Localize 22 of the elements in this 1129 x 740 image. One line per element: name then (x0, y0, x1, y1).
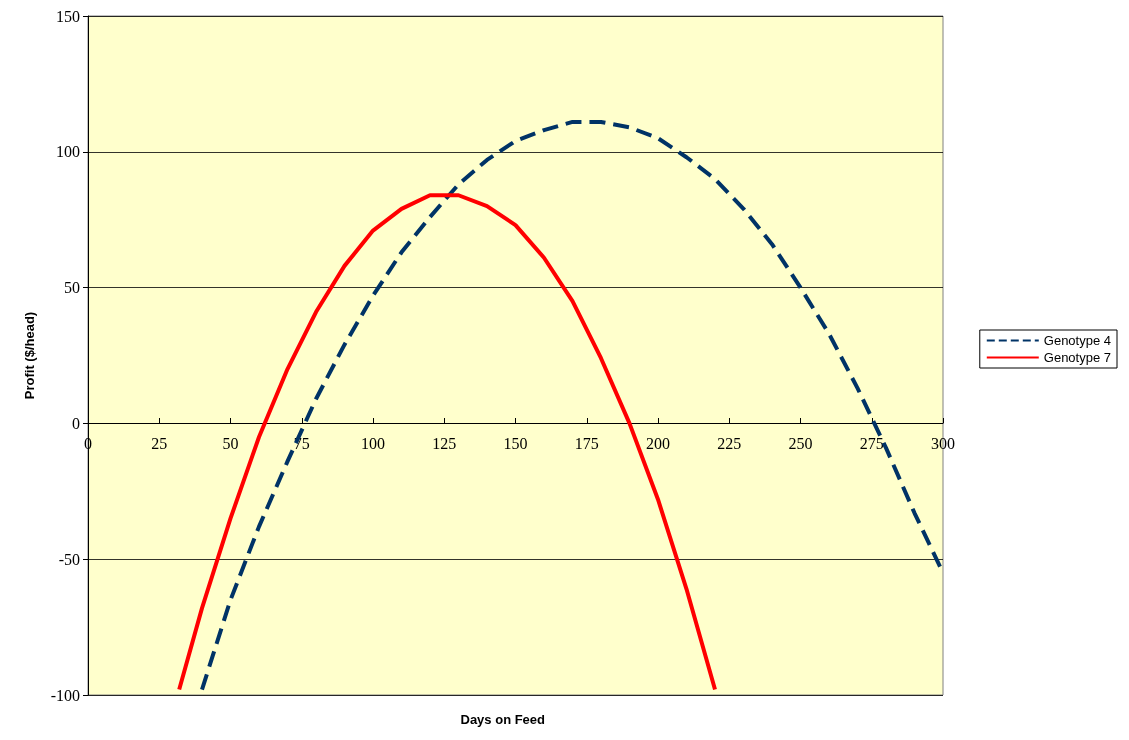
x-tick-label: 250 (788, 434, 813, 452)
x-axis-title: Days on Feed (460, 712, 546, 727)
x-tick-label: 300 (931, 434, 955, 452)
x-tick-label: 225 (717, 434, 742, 452)
legend-label: Genotype 4 (1043, 333, 1111, 348)
x-tick-label: 150 (503, 434, 528, 452)
y-tick-label: 150 (56, 7, 80, 25)
y-tick-label: -50 (58, 550, 80, 568)
y-tick-label: 0 (72, 414, 80, 432)
y-tick-label: -100 (50, 686, 80, 704)
y-tick-label: 100 (56, 143, 80, 161)
x-tick-label: 100 (361, 434, 385, 452)
x-tick-label: 175 (574, 434, 599, 452)
x-tick-label: 200 (646, 434, 670, 452)
x-tick-label: 25 (151, 434, 168, 452)
legend-label: Genotype 7 (1043, 350, 1111, 365)
y-axis-title: Profit ($/head) (22, 311, 37, 400)
x-tick-label: 125 (432, 434, 457, 452)
y-tick-label: 50 (64, 279, 80, 297)
line-series (177, 193, 717, 692)
x-tick-label: 275 (859, 434, 884, 452)
x-tick-label: 50 (222, 434, 239, 452)
